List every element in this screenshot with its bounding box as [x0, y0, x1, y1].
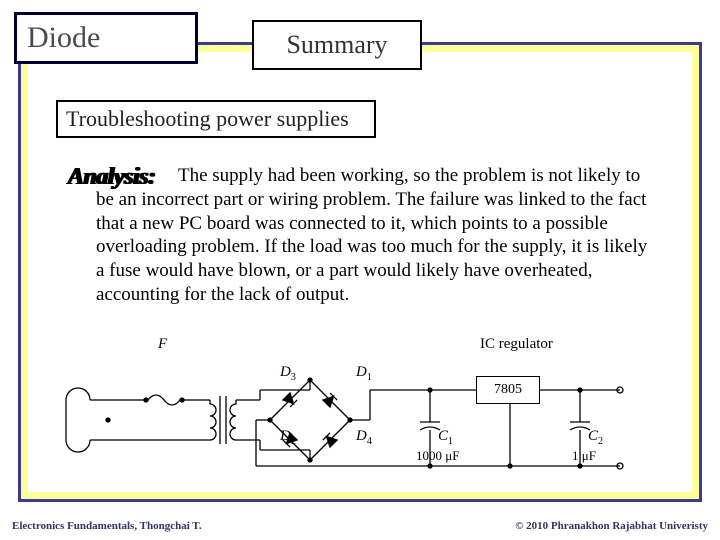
label-c1-val: 1000 μF — [416, 448, 459, 464]
label-d1: D1 — [356, 364, 372, 383]
label-c2-val: 1 μF — [572, 448, 596, 464]
label-f: F — [158, 336, 167, 353]
footer-right: © 2010 Phranakhon Rajabhat Univeristy — [515, 520, 708, 532]
footer-left: Electronics Fundamentals, Thongchai T. — [12, 520, 202, 532]
label-d4: D4 — [356, 428, 372, 447]
label-ic-regulator: IC regulator — [480, 336, 553, 353]
label-c1: C1 — [438, 428, 453, 447]
subtitle-box: Troubleshooting power supplies — [56, 100, 376, 138]
label-d3: D3 — [280, 364, 296, 383]
circuit-diagram: F D3 D1 D2 D4 C1 1000 μF C2 1 μF IC regu… — [60, 340, 660, 480]
title-summary: Summary — [252, 20, 422, 70]
body-text: The supply had been working, so the prob… — [96, 164, 656, 307]
label-d2: D2 — [280, 428, 296, 447]
regulator-box: 7805 — [476, 376, 540, 404]
title-diode: Diode — [14, 12, 198, 64]
label-c2: C2 — [588, 428, 603, 447]
